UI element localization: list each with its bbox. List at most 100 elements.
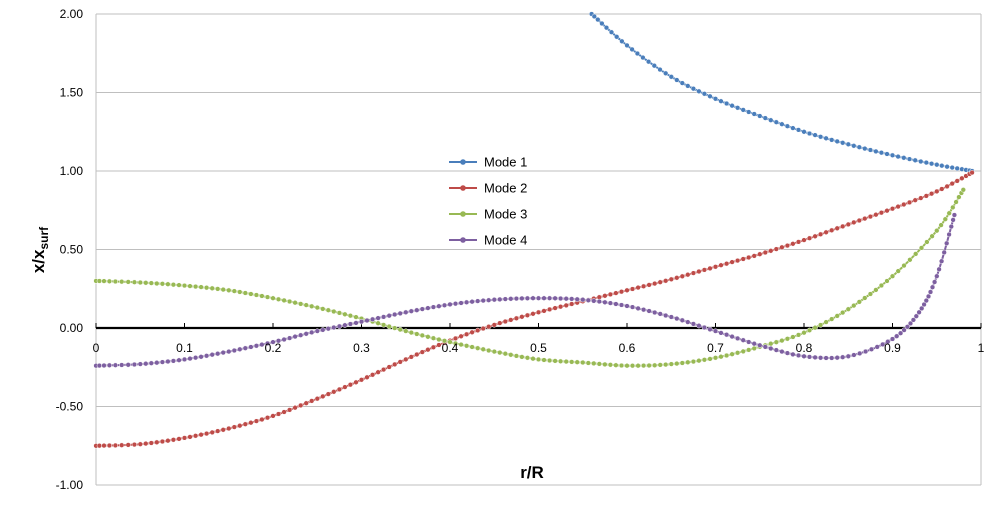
legend-item: Mode 3 xyxy=(449,207,527,222)
data-point xyxy=(369,372,376,378)
data-point xyxy=(380,314,387,320)
data-point xyxy=(795,239,802,245)
data-point xyxy=(192,283,199,290)
data-point xyxy=(364,317,370,324)
data-point xyxy=(314,328,320,334)
data-point xyxy=(386,313,392,319)
data-point xyxy=(950,217,956,223)
data-point xyxy=(486,297,492,303)
data-point xyxy=(392,325,398,331)
data-point xyxy=(746,347,752,353)
data-point xyxy=(801,353,807,359)
data-point xyxy=(347,382,354,388)
data-point xyxy=(248,291,254,297)
data-point xyxy=(762,344,768,350)
data-point xyxy=(934,162,940,168)
data-point xyxy=(447,301,453,308)
data-point xyxy=(823,355,829,361)
data-point xyxy=(834,138,840,145)
data-point xyxy=(913,313,919,319)
data-point xyxy=(519,295,525,302)
data-point xyxy=(364,374,370,380)
data-point xyxy=(690,321,697,327)
data-point xyxy=(347,321,354,327)
data-point xyxy=(784,350,791,356)
data-point xyxy=(901,327,907,333)
data-point xyxy=(938,258,945,264)
data-point xyxy=(96,362,103,369)
data-point xyxy=(106,362,113,368)
data-point xyxy=(237,423,243,429)
data-point xyxy=(884,208,890,214)
data-point xyxy=(513,295,520,302)
x-tick-label: 0.5 xyxy=(530,341,547,355)
data-point xyxy=(840,140,846,146)
data-point xyxy=(790,125,796,131)
data-point xyxy=(690,358,697,365)
data-point xyxy=(209,352,215,358)
data-point xyxy=(912,157,918,163)
data-point xyxy=(712,96,719,102)
data-point xyxy=(790,334,796,340)
data-point xyxy=(607,300,614,306)
data-point xyxy=(885,339,891,345)
data-point xyxy=(574,296,580,302)
x-axis-title: r/R xyxy=(520,463,544,482)
legend-label: Mode 2 xyxy=(484,181,527,196)
data-point xyxy=(953,199,959,205)
data-point xyxy=(480,297,486,304)
data-point xyxy=(948,223,954,230)
data-point xyxy=(718,330,724,336)
data-point xyxy=(557,358,564,364)
data-point xyxy=(884,151,890,157)
data-point xyxy=(734,105,741,111)
data-point xyxy=(823,135,829,141)
y-tick-label: 1.50 xyxy=(60,86,84,100)
data-point xyxy=(668,314,674,320)
data-point xyxy=(176,357,182,363)
data-point xyxy=(298,402,304,409)
x-tick-label: 1 xyxy=(978,341,985,355)
data-point xyxy=(959,175,965,181)
data-point xyxy=(397,326,403,333)
data-point xyxy=(918,195,924,201)
data-point xyxy=(873,212,879,218)
data-point xyxy=(954,178,960,184)
data-point xyxy=(181,282,188,289)
data-point xyxy=(834,355,840,361)
data-point xyxy=(723,261,730,267)
x-tick-label: 0 xyxy=(93,341,100,355)
data-point xyxy=(663,312,669,319)
data-point xyxy=(170,358,177,364)
data-point xyxy=(784,336,791,342)
data-point xyxy=(358,377,365,383)
data-point xyxy=(596,298,602,305)
data-point xyxy=(419,349,425,355)
data-point xyxy=(414,307,420,313)
data-point xyxy=(563,358,569,365)
data-point xyxy=(569,359,575,365)
data-point xyxy=(375,320,381,326)
y-tick-label: 1.00 xyxy=(60,164,84,178)
series-3 xyxy=(93,187,966,369)
data-point xyxy=(812,354,818,361)
data-point xyxy=(463,331,470,337)
data-point xyxy=(215,286,221,292)
data-point xyxy=(618,362,625,369)
data-point xyxy=(629,286,636,292)
data-point xyxy=(552,295,558,301)
data-point xyxy=(436,342,442,348)
data-point xyxy=(585,297,591,303)
data-point xyxy=(779,337,785,344)
data-point xyxy=(685,83,691,89)
data-point xyxy=(292,333,298,340)
data-point xyxy=(629,363,636,369)
data-point xyxy=(954,165,960,172)
data-point xyxy=(502,296,508,302)
data-point xyxy=(125,442,131,448)
data-point xyxy=(668,74,674,80)
data-point xyxy=(712,328,719,334)
data-point xyxy=(314,304,320,311)
data-point xyxy=(856,144,862,150)
data-point xyxy=(508,296,514,302)
